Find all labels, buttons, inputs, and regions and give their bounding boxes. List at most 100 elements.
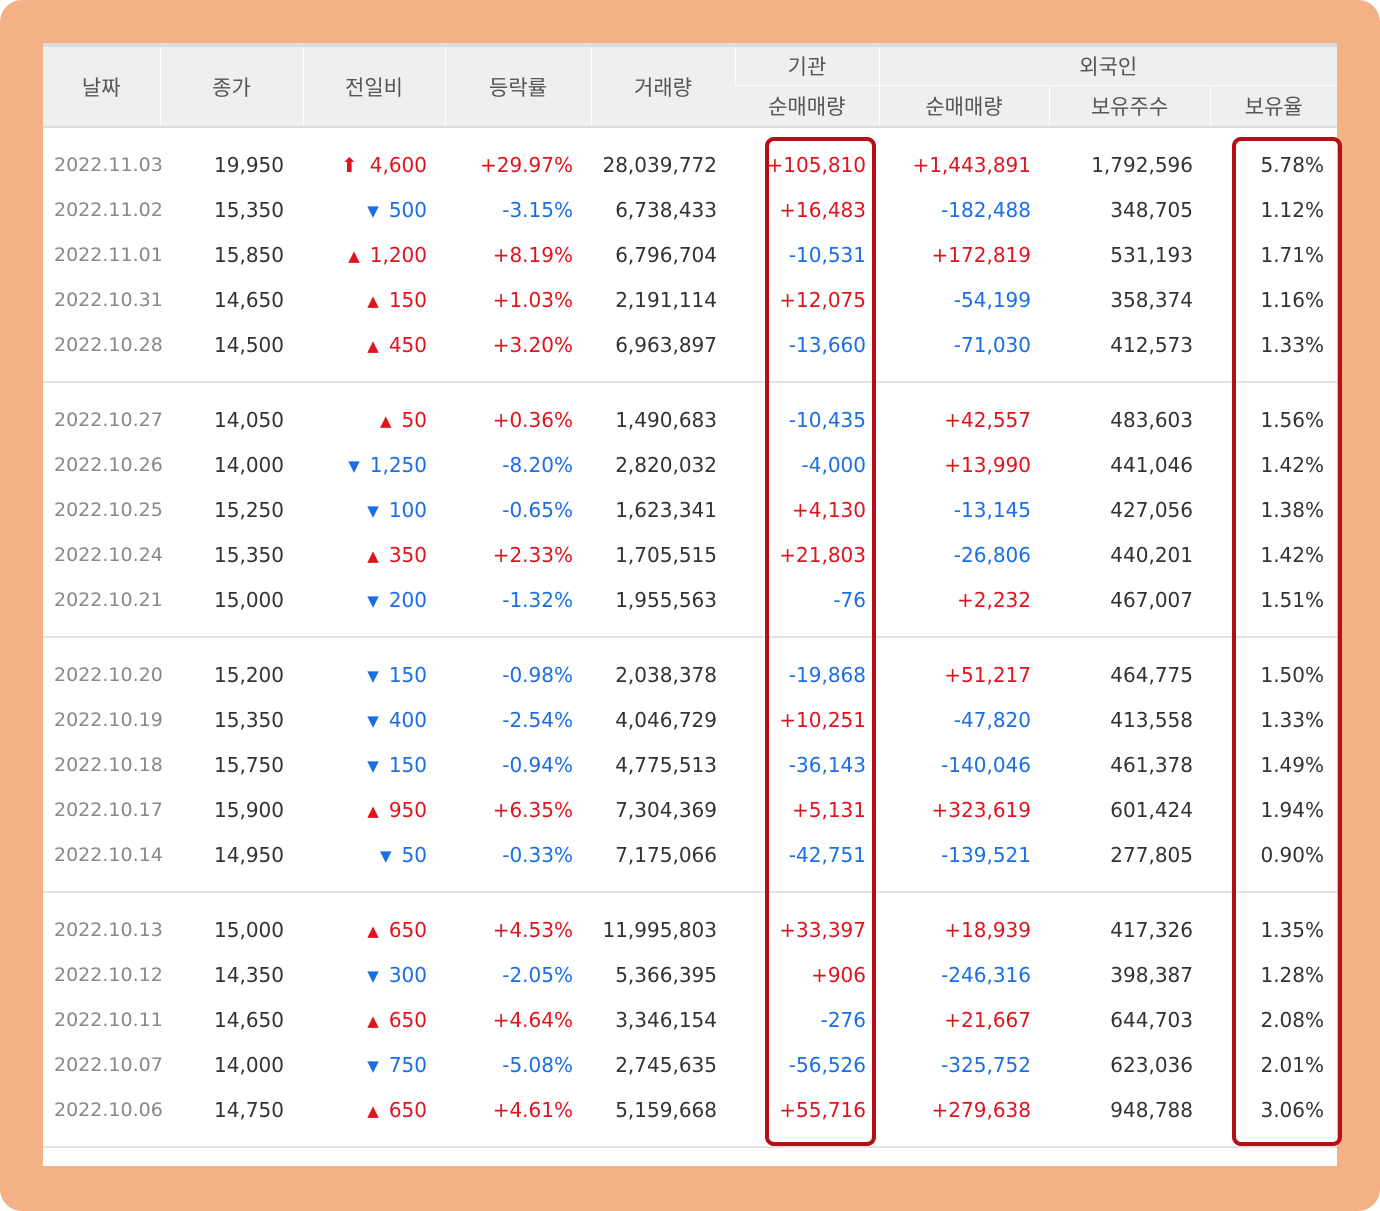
header-foreign-holding: 보유주수 [1048, 85, 1210, 128]
table-row: 2022.10.14 14,950 ▼ 50 -0.33% 7,175,066 -42,75… [43, 832, 1337, 893]
inst-net-cell: -36,143 [788, 752, 866, 777]
foreign-net-cell: +2,232 [879, 577, 1049, 638]
triangle-up-icon: ▲ [367, 1011, 379, 1030]
rate-cell: -1.32% [445, 577, 591, 638]
foreign-holding-cell: 398,387 [1110, 962, 1193, 987]
inst-net-cell: +33,397 [779, 917, 866, 942]
volume-cell: 4,046,729 [615, 707, 717, 732]
diff-cell: ▲ 650 [303, 892, 445, 952]
foreign-holding-cell: 467,007 [1049, 577, 1210, 638]
close-cell: 14,950 [160, 832, 303, 893]
triangle-up-icon: ▲ [367, 921, 379, 940]
rate-cell: -2.05% [502, 962, 573, 987]
diff-value: 1,200 [369, 242, 427, 267]
foreign-net-cell: +51,217 [944, 662, 1031, 687]
volume-cell: 28,039,772 [602, 152, 717, 177]
foreign-holding-cell: 464,775 [1110, 662, 1193, 687]
header-rate: 등락률 [444, 43, 591, 128]
volume-cell: 6,963,897 [591, 322, 735, 383]
diff-value: 100 [388, 497, 427, 522]
close-cell: 14,000 [214, 452, 284, 477]
date-cell: 2022.10.27 [54, 408, 163, 431]
foreign-ratio-cell: 1.49% [1260, 752, 1325, 777]
inst-net-cell: -276 [820, 1007, 866, 1032]
date-cell: 2022.10.18 [54, 753, 163, 776]
foreign-holding-cell: 348,705 [1110, 197, 1193, 222]
volume-cell: 7,304,369 [615, 797, 717, 822]
rate-cell: -3.15% [502, 197, 573, 222]
institution-column-highlight [765, 137, 876, 1146]
foreign-net-cell: +279,638 [879, 1087, 1049, 1148]
trading-table-panel: 날짜 종가 전일비 등락률 거래량 기관 외국인 순매매량 순매매량 보유주수 … [43, 43, 1337, 1166]
date-cell: 2022.10.12 [54, 963, 163, 986]
volume-cell: 3,346,154 [615, 1007, 717, 1032]
foreign-holding-cell: 948,788 [1049, 1087, 1210, 1148]
triangle-down-icon: ▼ [367, 711, 379, 730]
foreign-holding-cell: 417,326 [1110, 917, 1193, 942]
date-cell: 2022.10.13 [54, 918, 163, 941]
volume-cell: 2,745,635 [615, 1052, 717, 1077]
close-cell: 15,900 [214, 797, 284, 822]
foreign-ratio-cell: 1.42% [1260, 542, 1325, 567]
volume-cell: 1,955,563 [591, 577, 735, 638]
diff-cell: ▼ 150 [303, 742, 445, 787]
volume-cell: 1,490,683 [615, 407, 717, 432]
inst-net-cell: -10,435 [788, 407, 866, 432]
rate-cell: +1.03% [492, 287, 573, 312]
header-inst-net: 순매매량 [735, 85, 879, 128]
diff-value: 450 [388, 332, 427, 357]
foreign-net-cell: -71,030 [879, 322, 1049, 383]
foreign-ratio-cell: 1.94% [1260, 797, 1325, 822]
foreign-ratio-cell: 3.06% [1210, 1087, 1337, 1148]
inst-net-cell: +105,810 [766, 152, 866, 177]
inst-net-cell: +12,075 [779, 287, 866, 312]
diff-cell: ▲ 650 [303, 997, 445, 1042]
foreign-holding-cell: 441,046 [1110, 452, 1193, 477]
close-cell: 14,050 [214, 407, 284, 432]
header-foreign-ratio: 보유율 [1209, 85, 1337, 128]
volume-cell: 1,623,341 [615, 497, 717, 522]
inst-net-cell: +5,131 [791, 797, 866, 822]
date-cell: 2022.11.02 [54, 198, 163, 221]
foreign-holding-cell: 644,703 [1110, 1007, 1193, 1032]
rate-cell: -2.54% [502, 707, 573, 732]
diff-value: 150 [388, 752, 427, 777]
diff-cell: ▲ 350 [303, 532, 445, 577]
foreign-ratio-cell: 5.78% [1260, 152, 1325, 177]
close-cell: 15,350 [214, 707, 284, 732]
rate-cell: -8.20% [502, 452, 573, 477]
close-cell: 15,250 [214, 497, 284, 522]
header-foreign: 외국인 [878, 43, 1337, 86]
foreign-ratio-cell: 1.50% [1260, 662, 1325, 687]
diff-value: 350 [388, 542, 427, 567]
header-foreign-net: 순매매량 [878, 85, 1049, 128]
header-volume: 거래량 [590, 43, 735, 128]
table-row: 2022.10.07 14,000 ▼ 750 -5.08% 2,745,635 -56,5… [43, 1042, 1337, 1087]
foreign-holding-cell: 440,201 [1110, 542, 1193, 567]
table-row: 2022.11.03 19,950 ⬆ 4,600 +29.97% 28,039,772 +… [43, 127, 1337, 187]
foreign-ratio-cell: 1.71% [1260, 242, 1325, 267]
volume-cell: 4,775,513 [615, 752, 717, 777]
rate-cell: +0.36% [492, 407, 573, 432]
diff-value: 400 [388, 707, 427, 732]
foreign-net-cell: +18,939 [944, 917, 1031, 942]
foreign-holding-cell: 358,374 [1110, 287, 1193, 312]
foreign-net-cell: -325,752 [941, 1052, 1031, 1077]
volume-cell: 5,366,395 [615, 962, 717, 987]
foreign-holding-cell: 413,558 [1110, 707, 1193, 732]
foreign-ratio-cell: 1.42% [1260, 452, 1325, 477]
close-cell: 19,950 [214, 152, 284, 177]
table-row: 2022.10.28 14,500 ▲ 450 +3.20% 6,963,897 -13,6… [43, 322, 1337, 383]
inst-net-cell: +906 [811, 962, 866, 987]
header-date: 날짜 [43, 43, 160, 128]
date-cell: 2022.10.11 [54, 1008, 163, 1031]
table-row: 2022.10.25 15,250 ▼ 100 -0.65% 1,623,341 +4,13… [43, 487, 1337, 532]
table-header: 날짜 종가 전일비 등락률 거래량 기관 외국인 순매매량 순매매량 보유주수 … [43, 43, 1337, 128]
date-cell: 2022.10.17 [54, 798, 163, 821]
table-row: 2022.10.31 14,650 ▲ 150 +1.03% 2,191,114 +12,0… [43, 277, 1337, 322]
diff-value: 650 [388, 917, 427, 942]
foreign-holding-cell: 461,378 [1110, 752, 1193, 777]
triangle-up-icon: ▲ [367, 1101, 379, 1120]
table-body: 2022.11.03 19,950 ⬆ 4,600 +29.97% 28,039,772 +… [43, 127, 1337, 1148]
table-row: 2022.10.27 14,050 ▲ 50 +0.36% 1,490,683 -10,43… [43, 382, 1337, 442]
